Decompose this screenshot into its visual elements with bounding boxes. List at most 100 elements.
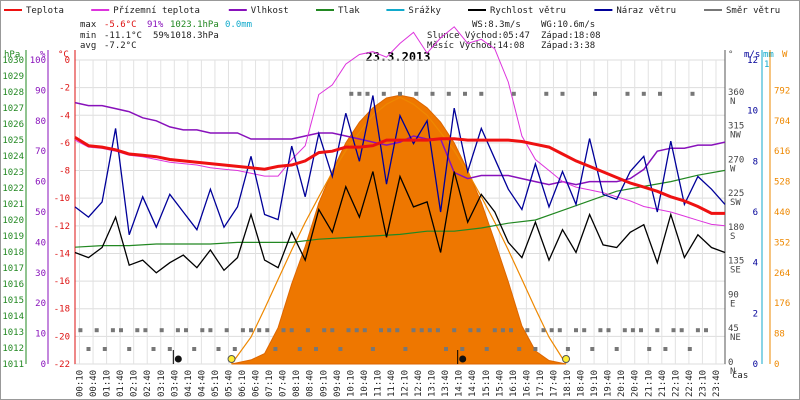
tick-labels: 0 -2 -4 -6 -8 -10 -12 -14 -16 -18 -20 -22 00:10 00:40… xyxy=(2,56,790,397)
tick-label-pct: 0 xyxy=(41,360,46,370)
wind-direction-point xyxy=(593,91,597,96)
tick-label-hpa: 1012 xyxy=(2,344,24,354)
wind-direction-point xyxy=(690,91,695,96)
tick-label-temp: -8 xyxy=(59,167,70,177)
wind-direction-point xyxy=(281,328,286,333)
legend-label: Náraz větru xyxy=(616,6,676,16)
legend-label: Vlhkost xyxy=(251,6,289,16)
wind-direction-point xyxy=(419,328,424,333)
tick-label-dir: NE xyxy=(730,333,741,343)
tick-label-deg: 315 xyxy=(728,122,744,132)
moonrise-marker xyxy=(459,355,467,363)
wind-direction-point xyxy=(289,328,294,333)
sun-moon-markers xyxy=(172,350,571,364)
wind-direction-point xyxy=(395,328,400,333)
wind-direction-point xyxy=(647,347,652,351)
wind-direction-point xyxy=(159,328,164,333)
tick-label-hpa: 1029 xyxy=(2,72,24,82)
tick-label-x: 04:10 xyxy=(184,370,194,397)
tick-label-hpa: 1015 xyxy=(2,296,24,306)
tick-label-x: 01:40 xyxy=(116,370,126,397)
tick-label-pct: 50 xyxy=(35,208,46,218)
tick-label-ms: 12 xyxy=(747,56,758,66)
stat-sun: Slunce Východ:05:47 xyxy=(427,31,530,41)
tick-label-dir: S xyxy=(730,232,735,242)
tick-label-deg: 135 xyxy=(728,257,744,267)
tick-label-hpa: 1022 xyxy=(2,184,24,194)
unit-degc: °C xyxy=(58,50,69,60)
tick-label-hpa: 1020 xyxy=(2,216,24,226)
wind-direction-point xyxy=(330,328,335,333)
wind-direction-point xyxy=(362,328,367,333)
tick-label-temp: -16 xyxy=(54,277,70,287)
tick-label-dir: NW xyxy=(730,131,741,141)
tick-label-w: 792 xyxy=(774,86,790,96)
wind-direction-point xyxy=(411,328,416,333)
tick-label-x: 02:10 xyxy=(130,370,140,397)
tick-label-hpa: 1026 xyxy=(2,120,24,130)
wind-direction-point xyxy=(444,347,448,351)
tick-label-pct: 20 xyxy=(35,299,46,309)
tick-label-ms: 6 xyxy=(753,208,758,218)
stat-wg: WG:10.6m/s xyxy=(541,20,595,30)
stat-max-press: 1023.1hPa xyxy=(170,20,219,30)
wind-speed-line xyxy=(74,171,726,274)
tick-label-pct: 70 xyxy=(35,147,46,157)
tick-label-x: 22:40 xyxy=(685,370,695,397)
wind-direction-point xyxy=(216,347,221,351)
tick-label-hpa: 1028 xyxy=(2,88,24,98)
wind-direction-point xyxy=(663,347,668,351)
wind-direction-point xyxy=(606,328,611,333)
stat-avg-temp: -7.2°C xyxy=(104,41,137,51)
unit-w: W xyxy=(782,50,788,60)
stat-sun-set: Západ:18:08 xyxy=(541,31,601,41)
wind-direction-point xyxy=(687,347,692,351)
tick-label-x: 07:10 xyxy=(265,370,275,397)
tick-label-mm: 1 xyxy=(764,60,769,70)
wind-direction-point xyxy=(305,328,310,333)
tick-label-hpa: 1025 xyxy=(2,136,24,146)
tick-label-temp: -14 xyxy=(54,249,70,259)
wind-direction-point xyxy=(679,328,684,333)
tick-label-x: 10:40 xyxy=(360,370,370,397)
tick-label-x: 14:40 xyxy=(468,370,478,397)
wind-direction-point xyxy=(94,328,99,333)
tick-label-x: 21:40 xyxy=(658,370,668,397)
sunset-marker xyxy=(562,355,571,363)
tick-label-w: 176 xyxy=(774,299,790,309)
tick-label-x: 06:40 xyxy=(252,370,262,397)
tick-label-pct: 100 xyxy=(30,56,46,66)
tick-label-deg: 0 xyxy=(728,358,733,368)
tick-label-hpa: 1013 xyxy=(2,328,24,338)
legend-label: Teplota xyxy=(26,6,64,16)
tick-label-temp: -10 xyxy=(54,194,70,204)
tick-label-hpa: 1016 xyxy=(2,280,24,290)
tick-label-dir: N xyxy=(730,367,735,377)
stat-max-label: max xyxy=(80,20,97,30)
legend-label: Přízemní teplota xyxy=(113,6,200,16)
wind-direction-point xyxy=(479,91,484,96)
wind-direction-point xyxy=(574,328,578,333)
moonset-marker xyxy=(174,355,182,363)
tick-label-hpa: 1021 xyxy=(2,200,24,210)
wind-direction-point xyxy=(511,91,516,96)
ground-temperature-line xyxy=(74,26,726,227)
wind-direction-point xyxy=(357,91,362,96)
wind-direction-point xyxy=(200,328,205,333)
wind-direction-point xyxy=(265,328,270,333)
wind-direction-point xyxy=(582,328,587,333)
wind-direction-point xyxy=(517,347,522,351)
series-lines xyxy=(74,26,726,351)
wind-direction-point xyxy=(414,91,419,96)
tick-label-x: 12:40 xyxy=(414,370,424,397)
humidity-line xyxy=(74,101,726,186)
tick-label-w: 440 xyxy=(774,208,790,218)
tick-label-w: 0 xyxy=(774,360,779,370)
stat-min-hum: 59% xyxy=(153,31,170,41)
tick-label-w: 264 xyxy=(774,269,790,279)
tick-label-w: 704 xyxy=(774,117,790,127)
legend-label: Tlak xyxy=(338,6,360,16)
stat-max-rain: 0.0mm xyxy=(225,20,252,30)
tick-label-x: 22:10 xyxy=(671,370,681,397)
tick-label-dir: E xyxy=(730,299,735,309)
